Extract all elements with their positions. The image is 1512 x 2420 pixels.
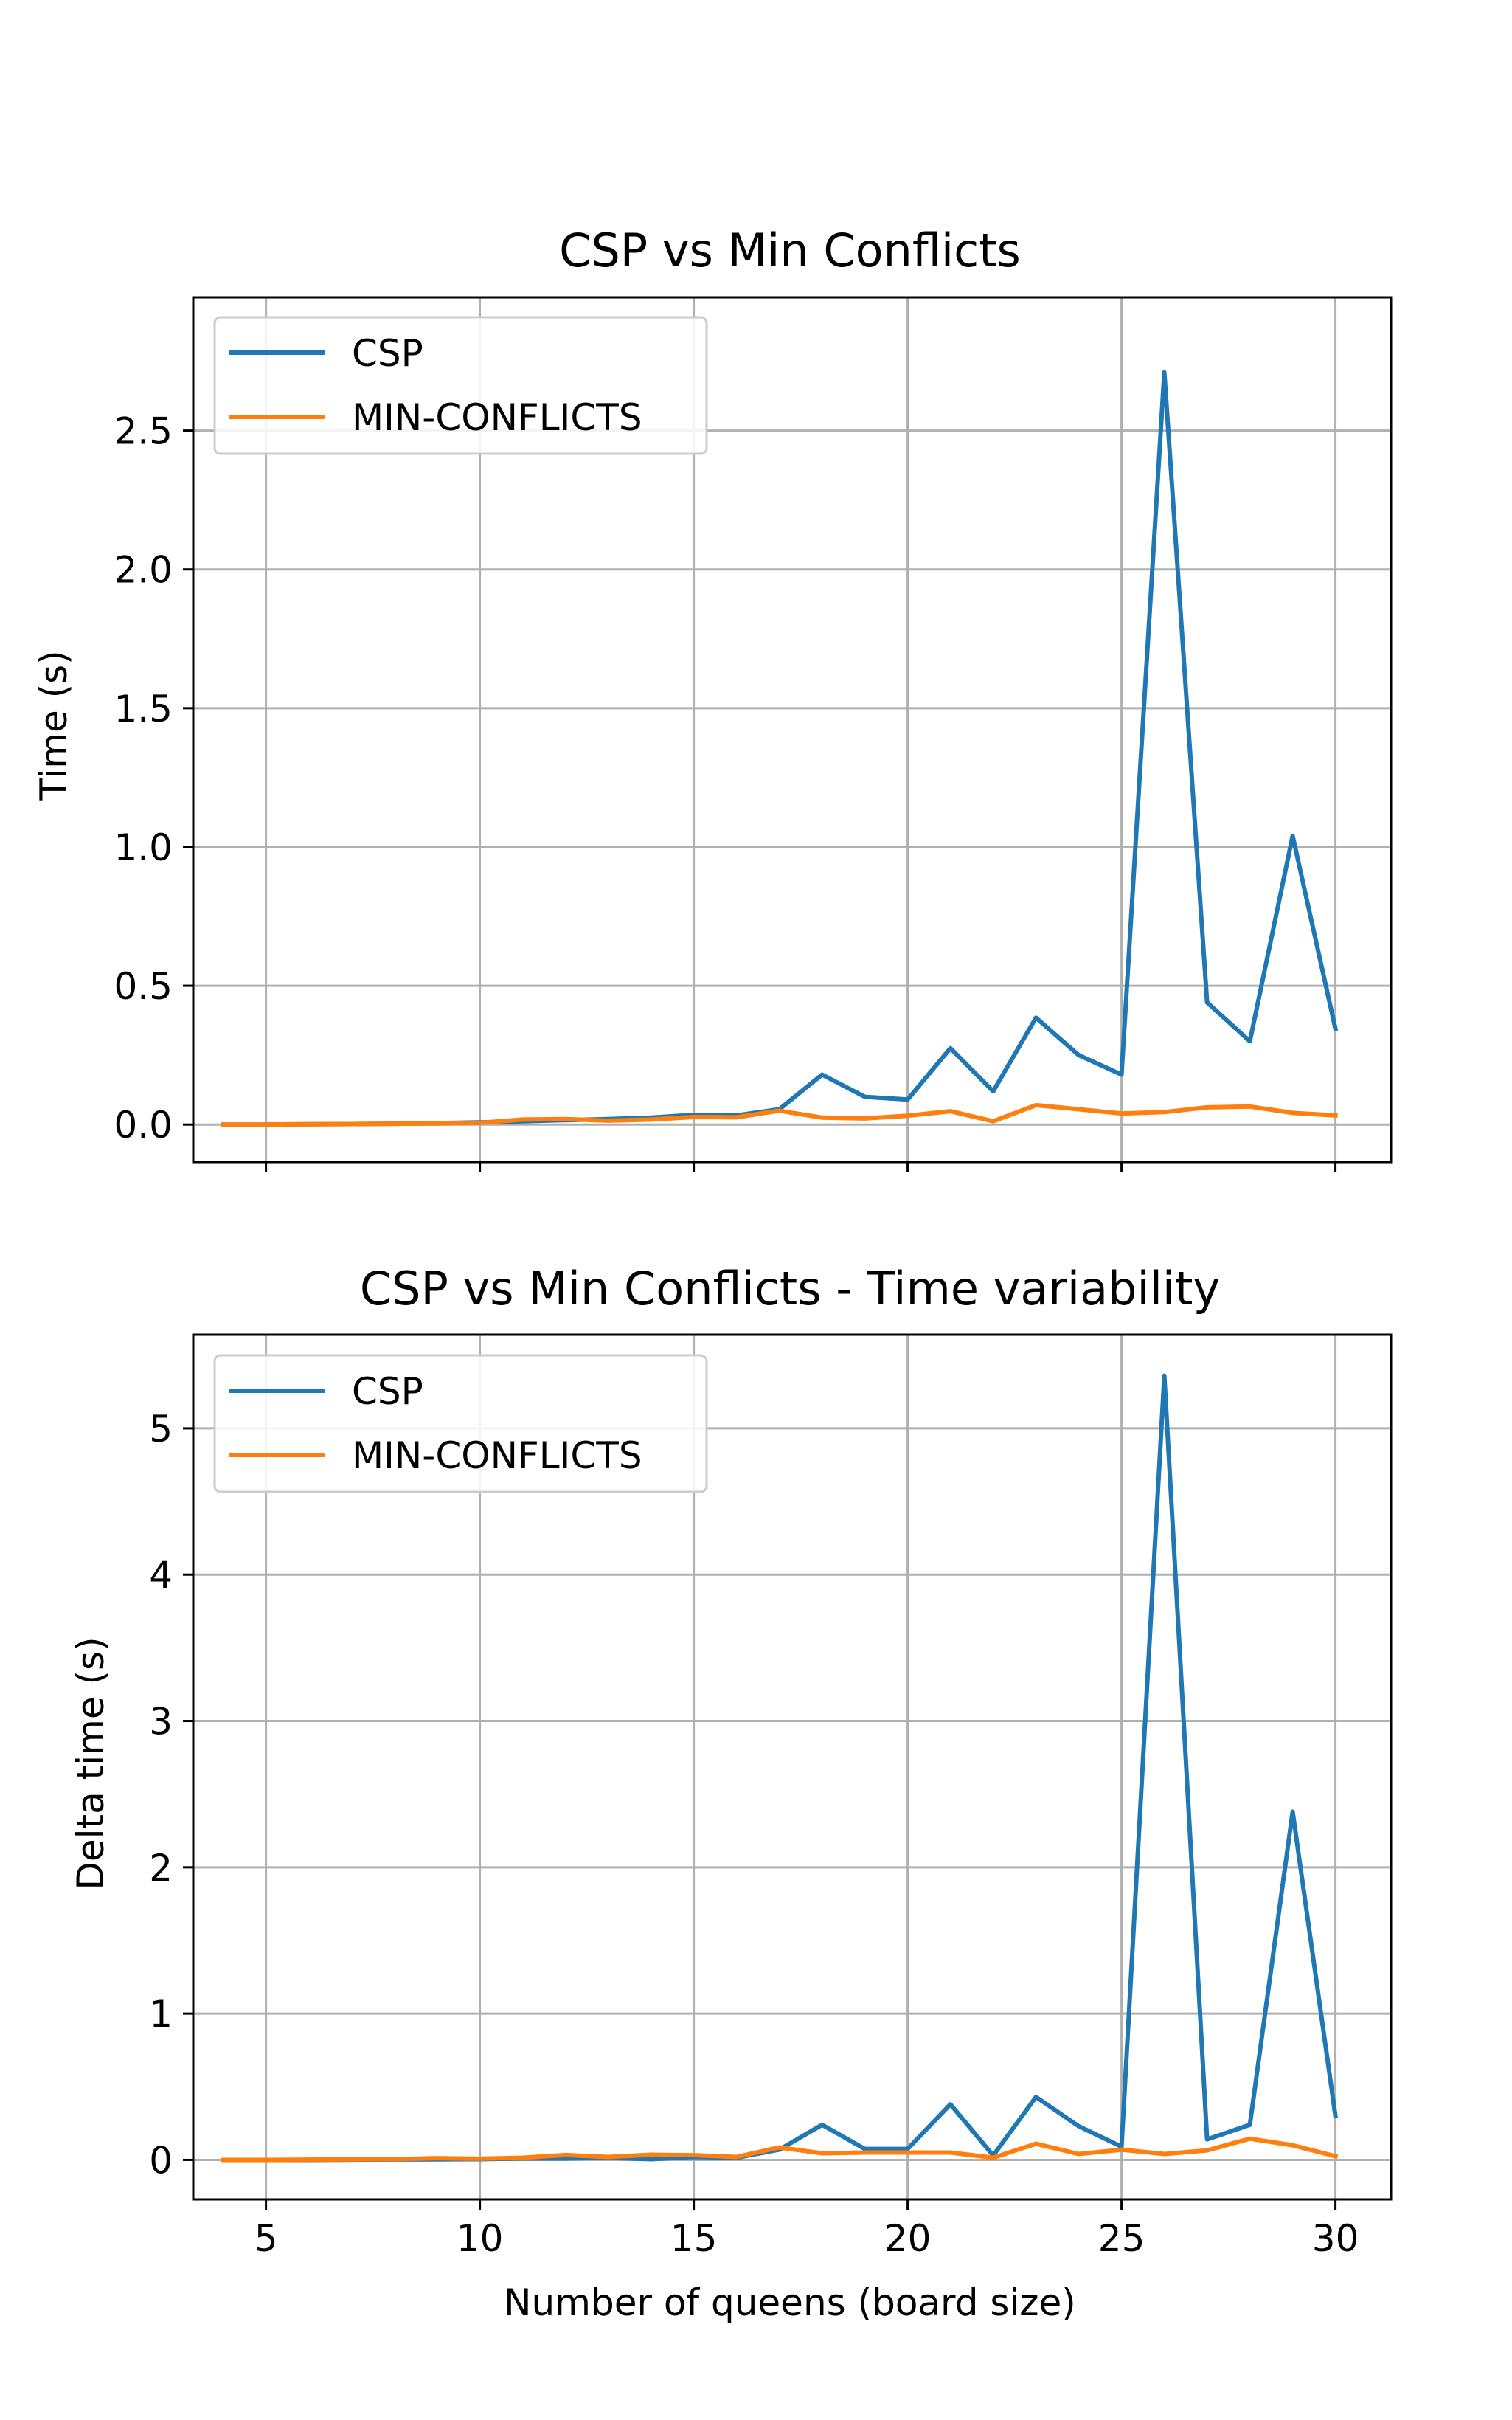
legend-entry-csp: CSP — [229, 332, 423, 375]
top-chart-y-tick-label: 0.0 — [114, 1104, 173, 1147]
legend-entry-csp: CSP — [229, 1370, 423, 1413]
bottom-chart-x-tick-label: 10 — [457, 2217, 504, 2260]
top-chart-y-tick-label: 2.0 — [114, 549, 173, 592]
bottom-chart-plot-frame — [192, 1333, 1393, 2201]
top-chart-y-tick-label: 0.5 — [114, 965, 173, 1008]
top-chart-series-line-min-conflicts — [221, 1102, 1338, 1127]
bottom-chart-x-tick-label: 5 — [254, 2217, 278, 2260]
bottom-chart-y-tick-label: 2 — [149, 1847, 173, 1890]
legend-entry-min-conflicts: MIN-CONFLICTS — [229, 1434, 642, 1477]
top-chart-y-tick-labels: 0.0 0.5 1.0 1.5 2.0 2.5 — [114, 410, 173, 1147]
top-chart-y-tick-label: 1.5 — [114, 688, 173, 730]
top-chart-y-axis-label: Time (s) — [32, 650, 75, 801]
bottom-chart-x-tick-labels: 5 10 15 20 25 30 — [254, 2217, 1359, 2260]
legend-entry-min-conflicts: MIN-CONFLICTS — [229, 396, 642, 439]
bottom-chart-y-axis-label: Delta time (s) — [69, 1636, 112, 1890]
bottom-chart-x-tick-label: 15 — [670, 2217, 718, 2260]
bottom-chart-y-tick-label: 1 — [149, 1993, 173, 2036]
top-chart-legend-box — [213, 316, 708, 455]
legend-label-csp: CSP — [352, 1370, 423, 1413]
bottom-chart-panel: CSP vs Min Conflicts - Time variability … — [69, 1262, 1393, 2324]
top-chart-title: CSP vs Min Conflicts — [559, 224, 1021, 277]
bottom-chart-axis-ticks — [183, 1427, 1337, 2210]
bottom-chart-title: CSP vs Min Conflicts - Time variability — [360, 1262, 1220, 1316]
bottom-chart-legend-box — [213, 1354, 708, 1493]
top-chart-series-line-csp — [221, 370, 1339, 1127]
bottom-chart-y-tick-label: 4 — [149, 1554, 173, 1597]
top-chart-plot-frame — [192, 296, 1393, 1164]
top-chart-y-tick-label: 1.0 — [114, 826, 173, 869]
legend-label-min-conflicts: MIN-CONFLICTS — [352, 1434, 642, 1477]
bottom-chart-x-tick-label: 30 — [1312, 2217, 1359, 2260]
bottom-chart-y-tick-label: 3 — [149, 1701, 173, 1743]
bottom-chart-y-tick-label: 0 — [149, 2139, 173, 2182]
bottom-chart-legend: CSP MIN-CONFLICTS — [213, 1354, 708, 1493]
top-chart-series-lines — [221, 370, 1339, 1127]
bottom-chart-x-tick-label: 20 — [884, 2217, 932, 2260]
top-chart-panel: CSP vs Min Conflicts Time (s) 0.0 0.5 1.0 1… — [32, 224, 1393, 1172]
legend-label-csp: CSP — [352, 332, 423, 375]
bottom-chart-y-tick-labels: 0 1 2 3 4 5 — [149, 1408, 173, 2182]
bottom-chart-gridlines — [193, 1335, 1391, 2199]
top-chart-legend: CSP MIN-CONFLICTS — [213, 316, 708, 455]
bottom-chart-x-tick-label: 25 — [1098, 2217, 1145, 2260]
bottom-chart-series-lines — [221, 1373, 1339, 2163]
bottom-chart-x-axis-label: Number of queens (board size) — [504, 2281, 1076, 2324]
bottom-chart-series-line-csp — [221, 1373, 1338, 2163]
top-chart-y-tick-label: 2.5 — [114, 410, 173, 453]
top-chart-axis-ticks — [183, 429, 1337, 1172]
bottom-chart-y-tick-label: 5 — [149, 1408, 173, 1451]
bottom-chart-series-line-min-conflicts — [221, 2136, 1339, 2163]
legend-label-min-conflicts: MIN-CONFLICTS — [352, 396, 642, 439]
